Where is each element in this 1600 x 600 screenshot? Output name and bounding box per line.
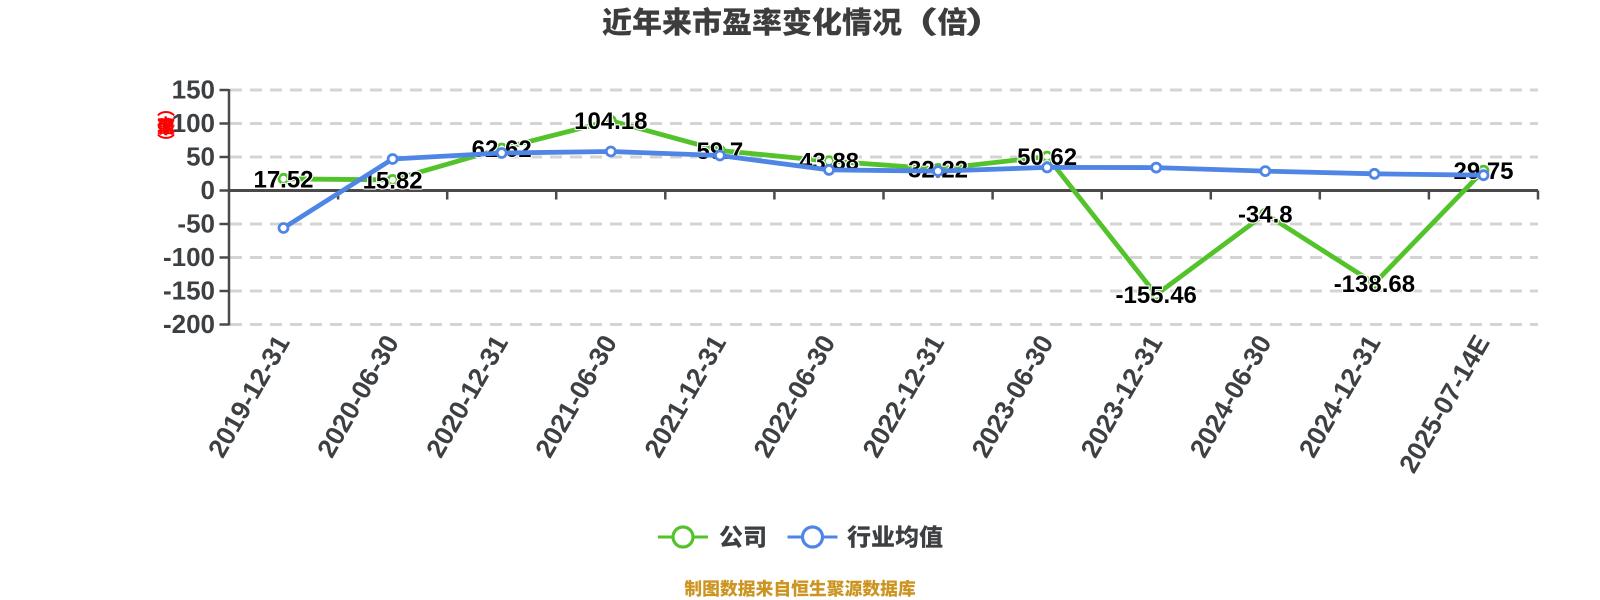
- svg-text:17.52: 17.52: [253, 166, 313, 193]
- svg-text:-155.46: -155.46: [1115, 282, 1196, 309]
- svg-text:-50: -50: [177, 209, 215, 239]
- svg-text:150: 150: [172, 75, 215, 105]
- svg-text:2024-12-31: 2024-12-31: [1293, 330, 1387, 462]
- svg-text:0: 0: [201, 175, 215, 205]
- svg-text:50: 50: [186, 142, 215, 172]
- svg-text:-34.8: -34.8: [1238, 201, 1293, 228]
- svg-text:2019-12-31: 2019-12-31: [202, 330, 296, 462]
- svg-text:2022-12-31: 2022-12-31: [856, 330, 950, 462]
- svg-text:100: 100: [172, 108, 215, 138]
- svg-text:-100: -100: [163, 242, 215, 272]
- svg-text:2023-06-30: 2023-06-30: [966, 330, 1060, 462]
- svg-text:2021-06-30: 2021-06-30: [529, 330, 623, 462]
- svg-text:2023-12-31: 2023-12-31: [1075, 330, 1169, 462]
- svg-text:-200: -200: [163, 309, 215, 339]
- svg-text:2021-12-31: 2021-12-31: [638, 330, 732, 462]
- svg-text:2020-12-31: 2020-12-31: [420, 330, 514, 462]
- svg-text:2020-06-30: 2020-06-30: [311, 330, 405, 462]
- svg-text:104.18: 104.18: [574, 108, 647, 135]
- svg-text:-138.68: -138.68: [1334, 271, 1415, 298]
- svg-text:2024-06-30: 2024-06-30: [1184, 330, 1278, 462]
- svg-text:-150: -150: [163, 276, 215, 306]
- svg-text:2025-07-14E: 2025-07-14E: [1393, 330, 1496, 478]
- svg-text:2022-06-30: 2022-06-30: [747, 330, 841, 462]
